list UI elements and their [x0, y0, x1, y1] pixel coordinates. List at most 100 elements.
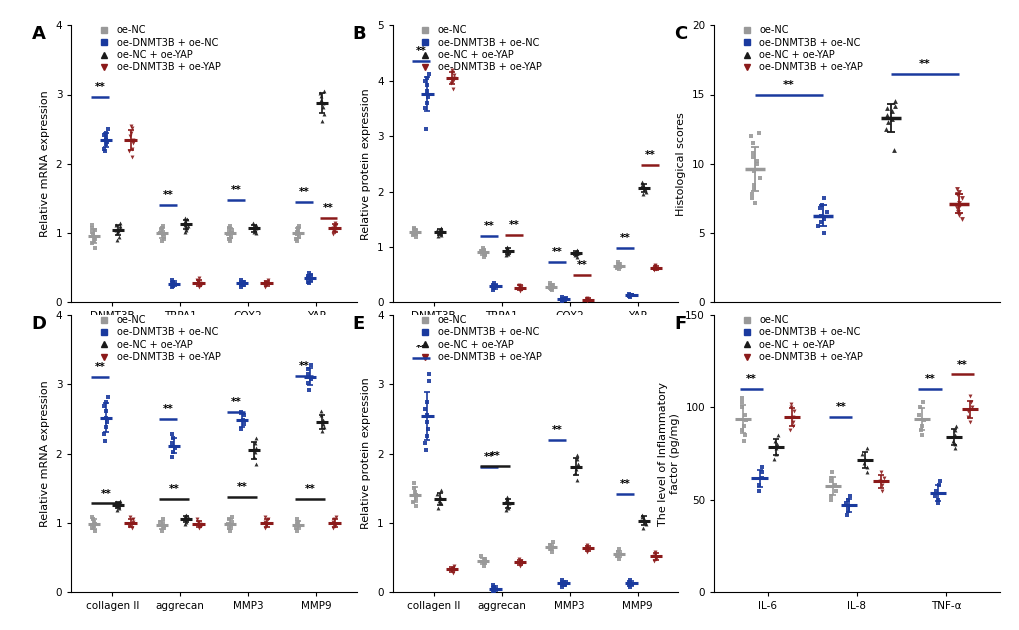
Point: [645, 556, 661, 566]
Point: [289, 236, 306, 246]
Point: [959, 406, 975, 416]
Text: **: **: [507, 220, 519, 230]
Point: [556, 579, 573, 589]
Point: [621, 289, 637, 299]
Point: [235, 415, 252, 425]
Point: [232, 407, 249, 417]
Point: [543, 282, 559, 292]
Point: [950, 198, 966, 208]
Point: [316, 422, 332, 432]
Point: [164, 429, 180, 439]
Point: [109, 500, 125, 510]
Legend: oe-NC, oe-DNMT3B + oe-NC, oe-NC + oe-YAP, oe-DNMT3B + oe-YAP: oe-NC, oe-DNMT3B + oe-NC, oe-NC + oe-YAP…: [94, 315, 220, 362]
Point: [222, 526, 238, 536]
Point: [556, 294, 573, 304]
Point: [579, 294, 595, 304]
Point: [257, 517, 273, 527]
Point: [258, 278, 274, 288]
Point: [223, 517, 239, 527]
Point: [475, 252, 491, 262]
Point: [155, 227, 171, 237]
Point: [444, 84, 461, 94]
Point: [873, 480, 890, 490]
Point: [164, 433, 180, 444]
Point: [303, 275, 319, 285]
Point: [734, 393, 750, 403]
Point: [624, 579, 640, 589]
Point: [191, 524, 207, 534]
Point: [124, 517, 141, 527]
Point: [246, 227, 262, 237]
Point: [431, 226, 447, 236]
Point: [85, 514, 101, 524]
Point: [300, 364, 316, 374]
Point: [408, 232, 424, 242]
Y-axis label: Relative protein expression: Relative protein expression: [361, 378, 371, 529]
Point: [634, 524, 650, 534]
Point: [302, 270, 318, 280]
Point: [87, 522, 103, 532]
Point: [248, 443, 264, 453]
Point: [608, 551, 625, 561]
Point: [486, 283, 502, 293]
Point: [634, 189, 650, 199]
Point: [485, 583, 501, 593]
Point: [818, 207, 835, 217]
Point: [578, 293, 594, 303]
Point: [498, 500, 515, 510]
Point: [108, 235, 124, 245]
Point: [743, 131, 759, 141]
Point: [578, 547, 594, 557]
Point: [444, 76, 461, 86]
Point: [430, 228, 446, 238]
Point: [179, 214, 196, 224]
Point: [258, 280, 274, 290]
Point: [429, 231, 445, 241]
Text: **: **: [644, 151, 654, 161]
Point: [189, 275, 205, 285]
Point: [419, 418, 435, 428]
Point: [155, 519, 171, 529]
Point: [913, 430, 929, 440]
Point: [858, 462, 874, 472]
Point: [838, 498, 854, 508]
Point: [541, 281, 557, 291]
Point: [235, 278, 252, 288]
Point: [611, 261, 628, 272]
Point: [193, 522, 209, 532]
Point: [164, 277, 180, 287]
Point: [485, 587, 501, 597]
Point: [300, 273, 316, 284]
Point: [815, 214, 832, 224]
Point: [167, 279, 183, 289]
Text: **: **: [483, 452, 494, 462]
Point: [812, 212, 828, 222]
Point: [232, 425, 249, 435]
Point: [485, 278, 501, 288]
Point: [165, 281, 181, 291]
Point: [950, 186, 966, 197]
Point: [289, 224, 306, 234]
Point: [235, 280, 252, 290]
Point: [429, 489, 445, 499]
Point: [609, 260, 626, 270]
Text: **: **: [489, 451, 500, 461]
Point: [882, 115, 899, 125]
Point: [636, 517, 652, 527]
Point: [485, 581, 501, 592]
Point: [578, 296, 594, 306]
Point: [123, 144, 140, 154]
Point: [288, 229, 305, 239]
Text: C: C: [674, 25, 687, 43]
Point: [621, 575, 637, 585]
Point: [745, 184, 761, 194]
Point: [192, 278, 208, 288]
Legend: oe-NC, oe-DNMT3B + oe-NC, oe-NC + oe-YAP, oe-DNMT3B + oe-YAP: oe-NC, oe-DNMT3B + oe-NC, oe-NC + oe-YAP…: [94, 25, 220, 72]
Point: [98, 406, 114, 416]
Point: [223, 512, 239, 522]
Point: [300, 271, 316, 281]
Point: [879, 117, 896, 127]
Point: [646, 260, 662, 270]
Point: [910, 410, 926, 420]
Text: **: **: [923, 374, 934, 384]
